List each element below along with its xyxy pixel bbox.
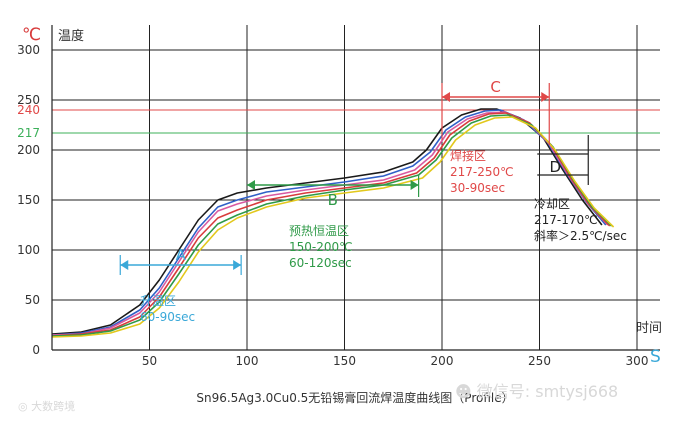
- zone-a-text: 60-90sec: [140, 310, 195, 324]
- y-tick-label: 100: [17, 243, 40, 257]
- x-tick-label: 300: [626, 354, 649, 368]
- y-tick-label: 150: [17, 193, 40, 207]
- zone-b-text: 60-120sec: [289, 256, 352, 270]
- zone-d-text: 冷却区: [534, 197, 570, 211]
- x-tick-label: 50: [142, 354, 157, 368]
- axes: 50 100 150 200 250 300 50 100 150 200 250 300 0: [17, 25, 660, 368]
- zone-b-label: B: [328, 191, 338, 209]
- watermark-logo-icon: ◎: [18, 400, 32, 413]
- zone-c-text: 217-250℃: [450, 165, 514, 179]
- x-axis-unit: S: [650, 347, 661, 367]
- y-axis-unit: ℃: [22, 25, 41, 45]
- series-line-profile-blue: [51, 109, 607, 336]
- zone-c-text: 焊接区: [450, 148, 486, 163]
- chart-title: Sn96.5Ag3.0Cu0.5无铅锡膏回流焊温度曲线图（Profile）: [196, 390, 513, 405]
- y-tick-label: 50: [25, 293, 40, 307]
- y-tick-label: 250: [17, 93, 40, 107]
- x-tick-label: 150: [333, 354, 356, 368]
- zone-a-arrow-left: [120, 260, 129, 270]
- x-tick-label: 100: [236, 354, 259, 368]
- y-axis-label: 温度: [58, 28, 84, 44]
- reference-lines: 240 217: [17, 103, 660, 140]
- zone-c-label: C: [490, 78, 500, 96]
- zone-b-text: 预热恒温区: [289, 224, 349, 238]
- x-tick-label: 200: [431, 354, 454, 368]
- zone-c-arrow-right: [541, 92, 550, 102]
- x-tick-label: 250: [528, 354, 551, 368]
- zone-a-text: 升温区: [140, 294, 176, 308]
- zone-a-label: A: [176, 246, 187, 264]
- grid: [52, 25, 660, 350]
- reference-label: 217: [17, 126, 40, 140]
- series-line-profile-yellow: [51, 116, 615, 338]
- zone-d-text: 斜率＞2.5℃/sec: [534, 228, 627, 243]
- series-lines: [51, 108, 615, 338]
- zone-a-arrow-right: [233, 260, 242, 270]
- zones: A 升温区 60-90sec B 预热恒温区 150-200℃ 60-120sec C 焊接区 2…: [119, 78, 627, 324]
- zone-c-text: 30-90sec: [450, 181, 505, 195]
- watermark-left: ◎ 大数跨境: [18, 400, 76, 413]
- zone-b-arrow-right: [410, 180, 419, 190]
- zone-d-text: 217-170℃: [534, 213, 598, 227]
- y-tick-label: 300: [17, 43, 40, 57]
- zone-b-text: 150-200℃: [289, 240, 353, 254]
- watermark-right: ☻ 微信号: smtysj668: [455, 382, 619, 401]
- reference-label: 240: [17, 103, 40, 117]
- zone-c-arrow-left: [442, 92, 450, 102]
- y-tick-label: 0: [32, 343, 40, 357]
- zone-d-label: D: [549, 158, 561, 176]
- y-tick-label: 200: [17, 143, 40, 157]
- wechat-icon: ☻: [455, 382, 477, 401]
- zone-b-arrow-left: [247, 180, 255, 190]
- x-axis-label: 时间: [636, 321, 662, 336]
